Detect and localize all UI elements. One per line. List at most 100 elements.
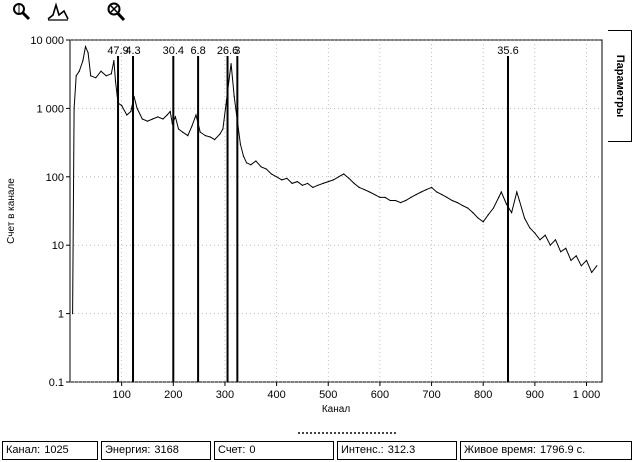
peak-search-button[interactable] (46, 1, 70, 23)
tab-parameters-label: Параметры (613, 54, 626, 118)
grip-dot (350, 432, 352, 434)
x-tick-label: 100 (112, 389, 130, 401)
spectrum-point (523, 217, 526, 219)
spectrum-point (575, 255, 577, 257)
grip-dot (298, 432, 300, 434)
y-tick-label: 10 000 (30, 35, 64, 47)
spectrum-point (230, 63, 232, 65)
status-channel: Канал: 1025 (2, 440, 98, 460)
spectrum-point (73, 107, 75, 109)
status-energy-label: Энергия: (105, 443, 151, 456)
y-tick-label: 10 (52, 240, 64, 252)
spectrum-point (195, 114, 197, 116)
spectrum-point (113, 60, 115, 62)
spectrum-point (487, 214, 489, 216)
spectrum-point (110, 73, 112, 75)
spectrum-point (169, 110, 171, 113)
x-tick-label: 300 (216, 389, 234, 401)
x-axis-label: Канал (322, 404, 350, 415)
grip-dot (342, 432, 344, 434)
status-energy-value: 3168 (154, 443, 179, 456)
spectrum-point (492, 207, 495, 209)
spectrum-point (84, 46, 87, 48)
zoom-reset-button[interactable] (104, 1, 128, 23)
spectrum-point (591, 271, 593, 273)
grip-dot (374, 432, 376, 434)
spectrum-point (199, 131, 201, 133)
spectrum-point (374, 194, 376, 196)
spectrum-point (75, 75, 77, 77)
spectrum-point (291, 182, 293, 184)
spectrum-point (72, 313, 74, 315)
status-count: Счет: 0 (214, 440, 334, 460)
x-tick-label: 400 (267, 389, 285, 401)
spectrum-point (405, 199, 407, 202)
grip-dot (322, 432, 324, 434)
status-bar: Канал: 1025 Энергия: 3168 Счет: 0 Интенс.: 3… (0, 438, 636, 462)
status-count-label: Счет: (218, 443, 246, 456)
spectrum-point (363, 189, 365, 191)
peak-marker-label: 30.4 (163, 45, 184, 57)
spectrum-point (242, 155, 245, 157)
spectrum-point (565, 247, 567, 249)
spectrum-point (570, 259, 572, 261)
status-intensity-value: 312.3 (387, 443, 416, 456)
status-energy: Энергия: 3168 (101, 440, 211, 460)
status-live-time: Живое время: 1796.9 с. (460, 440, 632, 460)
grip-dot (334, 432, 336, 434)
spectrum-point (136, 107, 138, 109)
spectrum-point (482, 221, 484, 223)
spectrum-point (233, 95, 235, 97)
spectrum-point (467, 207, 469, 209)
spectrum-point (348, 177, 350, 179)
status-live-time-label: Живое время: (464, 443, 536, 456)
spectrum-point (157, 116, 159, 118)
spectrum-point (400, 202, 402, 204)
spectrum-point (554, 239, 557, 241)
x-tick-label: 600 (371, 389, 389, 401)
peak-marker-label: 3 (234, 45, 240, 57)
spectrum-chart[interactable]: 100 200 300 400 500 600 700 800 900 1 000 0.1 1 10 10… (0, 24, 636, 434)
spectrum-point (87, 52, 89, 54)
spectrum-point (505, 203, 507, 205)
grip-dot (370, 432, 372, 434)
resize-grip[interactable] (298, 431, 398, 436)
plot-area (69, 39, 603, 383)
spectrum-point (353, 182, 355, 184)
spectrum-point (146, 120, 149, 122)
y-axis-label: Счет в канале (6, 178, 17, 244)
spectrum-point (436, 191, 438, 193)
grip-dot (338, 432, 340, 434)
spectrum-point (472, 212, 474, 214)
spectrum-point (394, 199, 396, 202)
spectrum-point (276, 176, 278, 178)
spectrum-point (166, 114, 168, 116)
spectrum-point (90, 75, 92, 77)
spectrum-point (511, 212, 513, 214)
spectrum-point (130, 110, 132, 113)
x-tick-label: 200 (164, 389, 182, 401)
grip-dot (302, 432, 304, 434)
spectrum-point (152, 118, 154, 120)
spectrum-point (451, 199, 453, 202)
status-channel-value: 1025 (44, 443, 69, 456)
y-tick-label: 100 (46, 172, 64, 184)
zoom-reset-icon (107, 2, 126, 22)
zoom-button[interactable] (10, 1, 34, 23)
spectrum-point (204, 135, 206, 137)
x-tick-label: 1 000 (573, 389, 601, 401)
spectrum-point (420, 191, 422, 193)
spectrum-point (534, 232, 536, 234)
spectrum-point (286, 177, 288, 179)
spectrum-point (446, 196, 448, 198)
spectrum-point (281, 179, 283, 181)
peak-marker-label: 4.3 (125, 45, 140, 57)
spectrum-point (255, 160, 257, 162)
grip-dot (362, 432, 364, 434)
spectrum-point (518, 199, 521, 202)
spectrum-point (105, 75, 107, 77)
spectrum-point (477, 217, 479, 219)
spectrum-point (239, 143, 241, 145)
tab-parameters[interactable]: Параметры (608, 30, 632, 142)
spectrum-point (95, 77, 97, 79)
